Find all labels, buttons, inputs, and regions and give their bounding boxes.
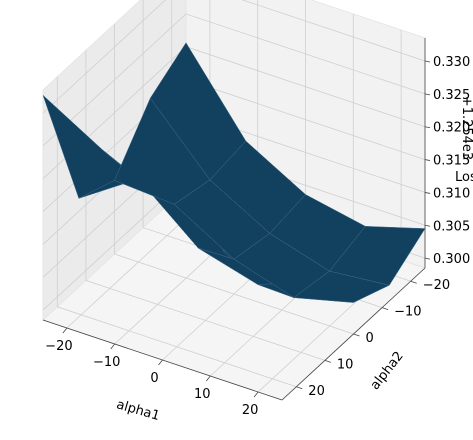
z-tick-label: 0.305 — [433, 219, 470, 234]
x-tick-label: −20 — [45, 339, 72, 354]
y-tick-mark — [296, 386, 303, 390]
grid-line-z — [42, 0, 426, 114]
y-tick-label: −20 — [423, 278, 450, 293]
axis-lines — [42, 38, 431, 401]
y-tick-mark — [353, 333, 360, 337]
grid-line-y — [114, 24, 354, 335]
z-tick-label: 0.300 — [433, 252, 470, 267]
z-tick-mark — [424, 224, 431, 227]
x-tick-mark — [158, 359, 163, 366]
surface-plot — [42, 42, 426, 303]
grid-line-y — [56, 76, 297, 388]
z-tick-mark — [424, 126, 431, 129]
surface-facet — [329, 226, 426, 286]
z-tick-label: 0.330 — [433, 55, 470, 70]
x-tick-label: −10 — [93, 355, 120, 370]
y-tick-mark — [381, 307, 389, 310]
y-tick-label: 10 — [337, 357, 354, 372]
z-offset-text: +1.254e3 — [459, 96, 473, 160]
grid-line-z — [42, 13, 426, 147]
y-tick-label: 20 — [308, 384, 325, 399]
grid-line-y — [85, 50, 326, 361]
z-tick-mark — [424, 93, 431, 96]
x-tick-label: 20 — [242, 403, 259, 418]
z-tick-mark — [424, 257, 431, 260]
x-tick-label: 0 — [150, 371, 158, 386]
y-tick-mark — [324, 360, 332, 363]
x-tick-mark — [110, 343, 116, 350]
x-tick-label: 10 — [194, 387, 211, 402]
z-axis-label: Loss — [455, 170, 473, 185]
x-tick-mark — [253, 391, 259, 398]
y-tick-label: 0 — [366, 331, 374, 346]
z-tick-label: 0.325 — [433, 88, 470, 103]
z-tick-label: 0.310 — [433, 186, 470, 201]
x-axis-label: alpha1 — [115, 397, 162, 424]
tick-labels: −20−1001020−20−10010200.3000.3050.3100.3… — [45, 55, 470, 418]
y-axis-label: alpha2 — [368, 349, 407, 393]
z-tick-mark — [424, 159, 431, 161]
x-tick-mark — [62, 327, 68, 334]
z-tick-mark — [424, 60, 431, 63]
z-tick-label: 0.320 — [433, 121, 470, 136]
x-tick-mark — [205, 375, 211, 382]
z-tick-mark — [424, 192, 431, 194]
y-tick-mark — [410, 280, 417, 284]
y-tick-label: −10 — [394, 305, 421, 320]
z-tick-label: 0.315 — [433, 154, 470, 169]
